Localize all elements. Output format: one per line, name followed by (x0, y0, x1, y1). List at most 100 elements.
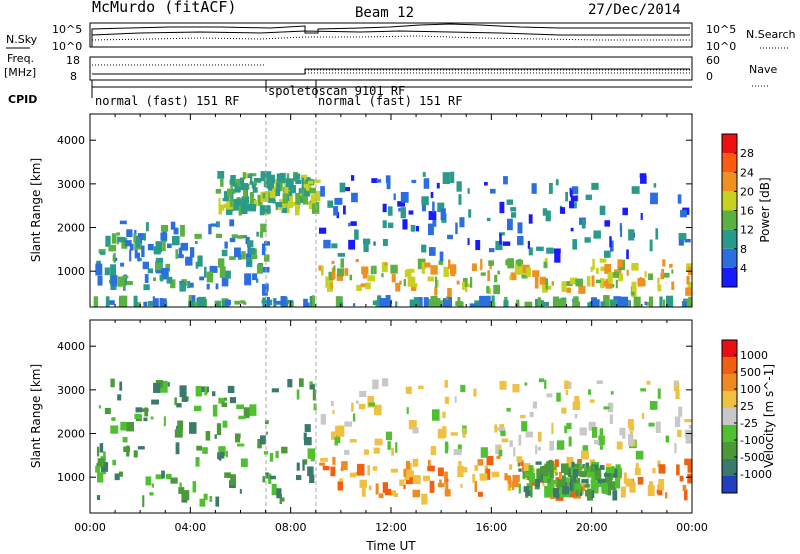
velocity-scatter-cell (296, 389, 300, 400)
velocity-scatter-cell (535, 444, 538, 455)
time-tick-label: 04:00 (174, 521, 206, 534)
power-scatter-cell (365, 282, 371, 290)
velocity-scatter-cell (205, 431, 211, 441)
power-panel: 1000 2000 3000 4000 Slant Range [km] 4 8 12 16… (29, 113, 772, 308)
freq-strip: Freq. [MHz] 18 8 60 0 Nave CPID normal (… (4, 52, 777, 108)
velocity-cbar-segment (722, 408, 737, 425)
power-scatter-cell (373, 265, 377, 275)
power-scatter-cell (331, 243, 338, 249)
velocity-scatter-cell (569, 479, 573, 491)
velocity-scatter-cell (491, 471, 500, 478)
power-scatter-cell (120, 262, 125, 267)
velocity-scatter-cell (678, 406, 683, 417)
power-cbar-label: Power [dB] (758, 177, 772, 242)
velocity-scatter-cell (98, 405, 102, 409)
velocity-scatter-cell (295, 475, 302, 481)
power-cbar-segment (722, 134, 737, 154)
power-scatter-cell (248, 204, 257, 212)
power-scatter-cell (376, 179, 382, 183)
velocity-scatter-cell (444, 441, 449, 454)
power-scatter-cell (160, 232, 168, 241)
power-scatter-cell (436, 182, 440, 189)
power-scatter-cell (318, 227, 327, 234)
power-scatter-cell (424, 262, 431, 268)
power-scatter-cell (286, 183, 294, 193)
velocity-scatter-cell (153, 382, 161, 394)
power-scatter-cell (141, 245, 145, 258)
power-scatter-cell (238, 205, 242, 216)
power-scatter-cell (480, 272, 486, 276)
power-scatter-cell (411, 284, 417, 292)
power-scatter-cell (234, 300, 241, 305)
power-scatter-cell (618, 273, 624, 282)
velocity-scatter-cell (525, 431, 533, 438)
power-scatter-cell (421, 200, 426, 212)
velocity-scatter-cell (589, 399, 595, 403)
velocity-scatter-cell (363, 449, 369, 455)
power-scatter-cell (110, 264, 117, 276)
power-scatter-cell (581, 218, 586, 229)
power-scatter-cell (234, 247, 241, 258)
velocity-scatter-cell (458, 460, 462, 467)
power-scatter-cell (105, 235, 111, 247)
velocity-scatter-cell (160, 380, 168, 393)
power-scatter-cell (639, 277, 642, 283)
velocity-scatter-cell (330, 400, 334, 407)
power-scatter-cell (244, 273, 252, 286)
power-scatter-cell (360, 283, 366, 287)
power-scatter-cell (331, 267, 336, 280)
power-scatter-cell (615, 279, 618, 289)
power-scatter-cell (351, 192, 358, 203)
power-scatter-cell (259, 231, 264, 238)
power-scatter-cell (215, 233, 223, 238)
power-scatter-cell (124, 240, 132, 247)
velocity-scatter-cell (444, 489, 451, 497)
power-scatter-cell (459, 217, 465, 228)
velocity-scatter-cell (373, 404, 382, 416)
velocity-scatter-cell (514, 479, 519, 488)
velocity-scatter-cell (151, 483, 154, 488)
velocity-scatter-cell (676, 464, 680, 476)
velocity-scatter-cell (240, 458, 248, 468)
power-scatter-cell (639, 173, 647, 178)
power-scatter-cell (655, 228, 659, 240)
power-scatter-cell (633, 296, 641, 307)
power-scatter-cell (187, 280, 191, 289)
velocity-scatter-cell (181, 396, 188, 402)
velocity-scatter-cell (529, 411, 534, 418)
velocity-cbar-segment (722, 459, 737, 476)
velocity-scatter-cell (122, 436, 128, 443)
velocity-scatter-cell (528, 465, 534, 476)
power-scatter-cell (137, 252, 141, 262)
velocity-scatter-cell (134, 413, 142, 420)
power-scatter-cell (159, 278, 164, 282)
velocity-scatter-cell (473, 388, 477, 397)
power-scatter-cell (503, 176, 508, 185)
freq-label: Freq. (7, 52, 34, 65)
power-scatter-cell (566, 281, 573, 287)
power-scatter-cell (267, 171, 271, 177)
velocity-scatter-cell (276, 488, 282, 499)
power-scatter-cell (225, 205, 233, 215)
velocity-scatter-cell (532, 467, 535, 473)
velocity-scatter-cell (629, 425, 635, 431)
velocity-scatter-cell (496, 455, 501, 459)
velocity-scatter-cell (269, 452, 274, 462)
power-scatter-cell (599, 258, 607, 263)
velocity-cbar-tick-label: -25 (740, 417, 758, 430)
velocity-scatter-cell (281, 497, 285, 502)
velocity-scatter-cell (367, 465, 371, 476)
power-scatter-cell (546, 247, 554, 254)
velocity-scatter-cell (501, 438, 509, 443)
velocity-scatter-cell (406, 470, 414, 478)
velocity-scatter-cell (562, 486, 569, 495)
power-scatter-cell (381, 273, 384, 278)
velocity-scatter-cell (658, 464, 666, 474)
power-scatter-cell (684, 238, 691, 243)
power-scatter-cell (449, 264, 457, 274)
velocity-scatter-cell (609, 414, 613, 425)
velocity-scatter-cell (412, 458, 419, 467)
velocity-scatter-cell (349, 472, 357, 478)
power-scatter-cell (370, 265, 374, 275)
velocity-panel: 1000 2000 3000 4000 00:00 04:00 08:00 12:00 16:… (29, 319, 776, 553)
